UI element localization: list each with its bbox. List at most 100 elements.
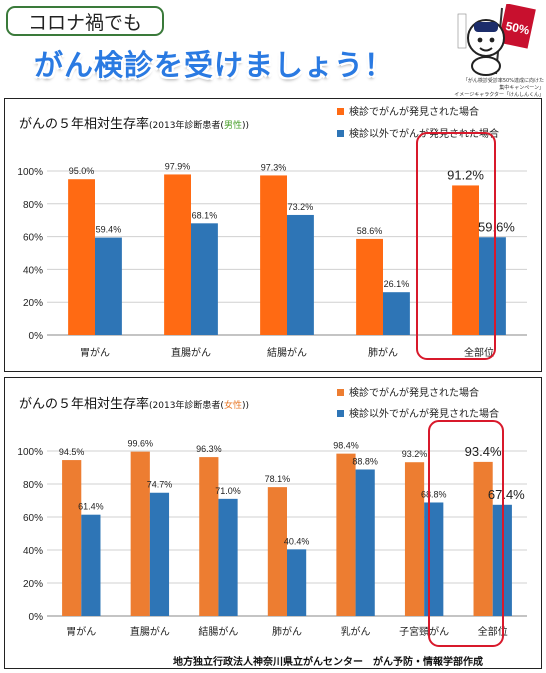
mascot-illustration: 50% — [457, 4, 536, 76]
data-label: 97.9% — [165, 161, 191, 171]
bar — [479, 237, 506, 335]
survival-chart-male: がんの５年相対生存率(2013年診断患者(男性))検診でがんが発見された場合検診… — [17, 105, 527, 360]
bar — [260, 175, 287, 335]
chart-subtitle-sex: 男性 — [224, 119, 242, 131]
data-label: 61.4% — [78, 502, 104, 512]
data-label: 73.2% — [288, 202, 314, 212]
category-label: 肺がん — [272, 625, 302, 638]
campaign-line: 集中キャンペーン」 — [499, 85, 544, 91]
bar — [164, 174, 191, 335]
category-label: 全部位 — [478, 625, 508, 638]
category-label: 結腸がん — [198, 625, 238, 638]
data-label: 40.4% — [284, 536, 310, 546]
bar — [336, 453, 356, 616]
chart-subtitle-pre: (2013年診断患者( — [149, 119, 224, 131]
legend-label: 検診でがんが発見された場合 — [349, 386, 479, 399]
data-label: 94.5% — [59, 447, 85, 457]
legend-swatch — [337, 389, 344, 396]
chart-title: がんの５年相対生存率(2013年診断患者(女性)) — [19, 396, 249, 412]
y-tick-label: 100% — [17, 167, 43, 178]
y-tick-label: 40% — [23, 265, 43, 276]
data-label: 71.0% — [215, 486, 241, 496]
bar — [95, 237, 122, 335]
y-tick-label: 20% — [23, 298, 43, 309]
data-label: 88.8% — [352, 456, 378, 466]
chart-subtitle-post: )) — [242, 401, 249, 411]
data-label: 91.2% — [447, 167, 484, 182]
chart-subtitle-pre: (2013年診断患者( — [149, 399, 224, 411]
data-label: 98.4% — [333, 441, 359, 451]
category-label: 乳がん — [341, 625, 371, 638]
bar — [287, 214, 314, 335]
bar — [130, 451, 150, 616]
headline: がん検診を受けましょう！ — [34, 48, 395, 82]
bar — [199, 457, 219, 616]
footer-credit: 地方独立行政法人神奈川県立がんセンター がん予防・情報学部作成 — [173, 657, 483, 668]
category-label: 直腸がん — [130, 625, 170, 638]
bar — [473, 461, 493, 616]
bar — [452, 185, 479, 335]
chart-subtitle-sex: 女性 — [224, 399, 242, 411]
category-label: 結腸がん — [267, 346, 307, 359]
bar — [68, 179, 95, 335]
campaign-line: イメージキャラクター「けんしんくん」 — [454, 92, 544, 98]
campaign-line: 「がん検診受診率50%達成に向けた — [462, 78, 544, 84]
category-label: 胃がん — [80, 346, 110, 359]
bar — [287, 549, 307, 616]
category-label: 子宮頸がん — [399, 625, 449, 638]
bar — [81, 514, 101, 616]
bar — [267, 487, 287, 616]
chart-panel-female: がんの５年相対生存率(2013年診断患者(女性)) 検診でがんが発見された場合検診… — [4, 377, 542, 669]
bar — [424, 502, 444, 616]
bar — [191, 223, 218, 335]
category-label: 直腸がん — [171, 346, 211, 359]
y-tick-label: 20% — [23, 579, 43, 590]
chart-subtitle-post: )) — [242, 121, 249, 131]
y-tick-label: 60% — [23, 513, 43, 524]
data-label: 95.0% — [69, 166, 95, 176]
legend-label: 検診でがんが発見された場合 — [349, 105, 479, 118]
data-label: 99.6% — [127, 439, 153, 449]
legend-swatch — [337, 130, 344, 137]
mascot-flag-text: 50% — [504, 19, 531, 38]
y-tick-label: 80% — [23, 480, 43, 491]
bar — [404, 462, 425, 616]
data-label: 68.1% — [192, 210, 218, 220]
data-label: 58.6% — [357, 226, 383, 236]
data-label: 68.8% — [421, 489, 447, 499]
highlight-box — [416, 132, 496, 360]
bar — [356, 238, 383, 335]
category-label: 肺がん — [368, 346, 398, 359]
chart-title-main: がんの５年相対生存率 — [19, 396, 149, 412]
data-label: 78.1% — [265, 474, 291, 484]
y-tick-label: 0% — [29, 331, 44, 342]
category-label: 胃がん — [66, 625, 96, 638]
y-tick-label: 0% — [29, 612, 44, 623]
legend-swatch — [337, 410, 344, 417]
y-tick-label: 40% — [23, 546, 43, 557]
data-label: 67.4% — [488, 487, 525, 502]
category-label: 全部位 — [464, 346, 494, 359]
data-label: 93.4% — [465, 444, 502, 459]
y-tick-label: 60% — [23, 233, 43, 244]
campaign-caption: 「がん検診受診率50%達成に向けた 集中キャンペーン」 イメージキャラクター「け… — [420, 78, 544, 99]
bar — [383, 292, 410, 335]
data-label: 26.1% — [384, 279, 410, 289]
legend-swatch — [337, 108, 344, 115]
data-label: 74.7% — [147, 480, 173, 490]
bar — [62, 460, 82, 616]
data-label: 96.3% — [196, 444, 222, 454]
highlight-box — [428, 420, 504, 647]
data-label: 59.6% — [478, 219, 515, 234]
bar — [149, 492, 170, 616]
bar — [355, 469, 375, 616]
chart-title: がんの５年相対生存率(2013年診断患者(男性)) — [19, 116, 249, 132]
y-tick-label: 100% — [17, 447, 43, 458]
data-label: 59.4% — [96, 225, 122, 235]
bar — [218, 498, 238, 616]
chart-title-main: がんの５年相対生存率 — [19, 116, 149, 132]
survival-chart-female: がんの５年相対生存率(2013年診断患者(女性)) 検診でがんが発見された場合検診… — [17, 386, 527, 647]
data-label: 93.2% — [402, 449, 428, 459]
legend-label: 検診以外でがんが発見された場合 — [349, 407, 499, 420]
data-label: 97.3% — [261, 162, 287, 172]
